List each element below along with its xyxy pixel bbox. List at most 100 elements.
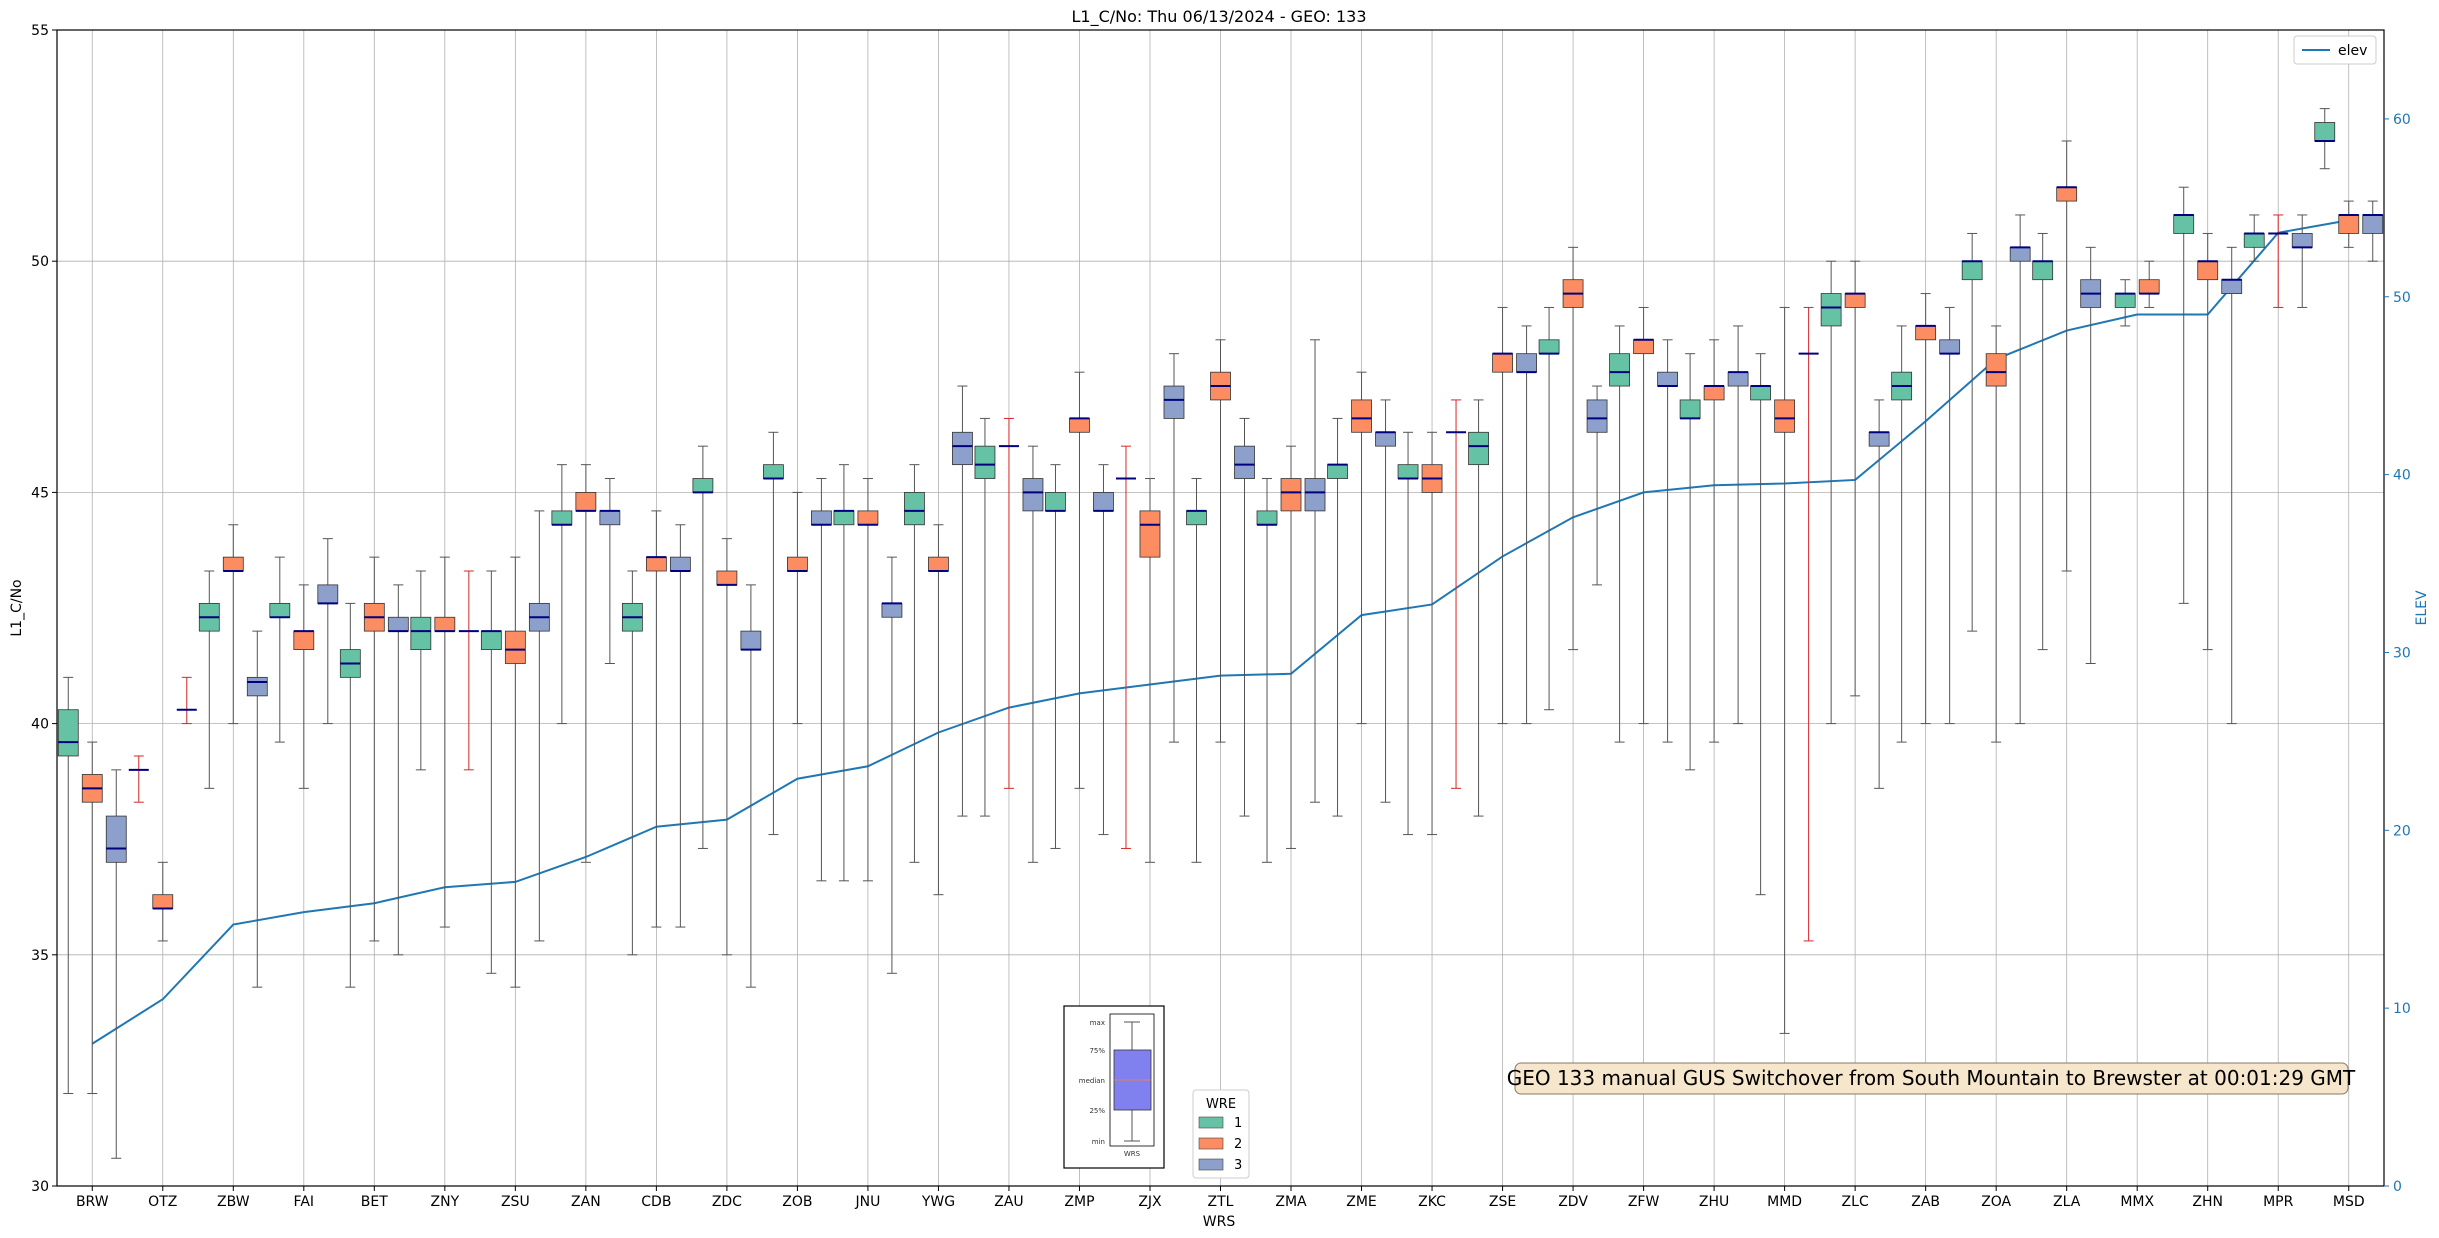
box-zse-wre1 xyxy=(1468,399,1489,817)
box-body xyxy=(480,630,502,651)
box-zoa-wre1 xyxy=(1961,232,1983,632)
box-mmx-wre1 xyxy=(2114,279,2136,327)
box-mpr-wre1 xyxy=(2243,214,2265,262)
x-tick-label: ZMP xyxy=(1064,1194,1094,1210)
inset-inner-frame xyxy=(1109,1013,1155,1147)
x-tick-label: ZKC xyxy=(1418,1194,1446,1210)
box-zab-wre2 xyxy=(1915,293,1937,725)
box-zoa-wre2 xyxy=(1985,325,2007,743)
box-zkc-wre3 xyxy=(1446,399,1467,789)
box-body xyxy=(952,431,973,466)
box-body xyxy=(1468,431,1489,466)
box-body xyxy=(269,602,291,618)
x-tick-label: MSD xyxy=(2333,1194,2365,1210)
inset-label-min: min xyxy=(1092,1138,1105,1146)
box-zob-wre3 xyxy=(811,478,832,882)
box-fai-wre2 xyxy=(293,584,315,789)
box-zbw-wre2 xyxy=(222,524,244,725)
box-zmp-wre2 xyxy=(1069,371,1090,789)
box-body xyxy=(1985,353,2007,387)
x-tick-label: ZFW xyxy=(1628,1194,1660,1210)
box-zla-wre3 xyxy=(2080,246,2102,664)
wre-legend: WRE 1 2 3 xyxy=(1192,1089,1250,1179)
x-tick-label: ZOA xyxy=(1981,1194,2011,1210)
box-body xyxy=(1586,399,1608,433)
box-zoa-wre3 xyxy=(2009,214,2031,725)
box-zfw-wre1 xyxy=(1609,325,1630,743)
x-tick-label: ZAU xyxy=(994,1194,1023,1210)
box-mpr-wre3 xyxy=(2291,214,2313,308)
x-tick-label: ZNY xyxy=(431,1194,460,1210)
box-zsu-wre3 xyxy=(528,510,550,942)
box-body xyxy=(833,510,855,526)
box-body xyxy=(2056,186,2078,202)
x-tick-label: MPR xyxy=(2263,1194,2294,1210)
y2-tick-label: 10 xyxy=(2393,1001,2411,1017)
box-zlc-wre2 xyxy=(1844,260,1866,697)
inset-label-median: median xyxy=(1079,1077,1105,1085)
inset-label-q1: 25% xyxy=(1089,1107,1105,1115)
box-zdv-wre2 xyxy=(1562,246,1584,651)
box-body xyxy=(504,630,526,664)
box-brw-wre3 xyxy=(105,769,127,1159)
box-msd-wre1 xyxy=(2314,108,2336,170)
box-body xyxy=(387,616,409,632)
elev-legend-box xyxy=(2293,35,2377,65)
x-tick-label: OTZ xyxy=(148,1194,177,1210)
box-body xyxy=(2243,233,2265,248)
box-zny-wre1 xyxy=(410,570,432,771)
y-tick-label: 40 xyxy=(31,717,49,733)
box-body xyxy=(1375,431,1396,447)
x-tick-label: JNU xyxy=(854,1194,880,1210)
box-jnu-wre1 xyxy=(833,464,855,882)
box-msd-wre2 xyxy=(2338,200,2360,248)
box-zse-wre3 xyxy=(1516,325,1537,725)
box-zma-wre3 xyxy=(1304,339,1326,803)
wre-legend-label-2: 2 xyxy=(1234,1137,1242,1152)
x-axis: BRW OTZ ZBW FAI BET ZNY ZSU ZAN CDB ZDC ZOB JNU YWG Z… xyxy=(76,1186,2365,1210)
y2-tick-label: 60 xyxy=(2393,112,2411,128)
box-cdb-wre3 xyxy=(669,524,691,928)
box-body xyxy=(105,815,127,863)
y2-tick-label: 20 xyxy=(2393,823,2411,839)
box-bet-wre3 xyxy=(387,584,409,956)
y-axis-label: L1_C/No xyxy=(9,579,25,636)
box-body xyxy=(1280,478,1302,512)
box-body xyxy=(2173,214,2195,234)
box-body xyxy=(669,556,691,572)
box-zme-wre2 xyxy=(1351,371,1372,725)
wre-legend-title: WRE xyxy=(1206,1097,1236,1112)
box-zla-wre1 xyxy=(2032,232,2054,651)
box-body xyxy=(1820,293,1842,327)
box-zla-wre2 xyxy=(2056,140,2078,572)
x-tick-label: MMX xyxy=(2120,1194,2154,1210)
box-body xyxy=(2032,260,2054,281)
box-body xyxy=(434,616,456,632)
box-zjx-wre1 xyxy=(1115,445,1136,849)
box-zmp-wre3 xyxy=(1093,464,1114,836)
box-cdb-wre1 xyxy=(621,570,643,956)
annotation-text: GEO 133 manual GUS Switchover from South… xyxy=(1507,1066,2356,1090)
wre-legend-box xyxy=(1192,1089,1250,1179)
box-body xyxy=(904,491,925,526)
box-zse-wre2 xyxy=(1492,306,1513,725)
elev-legend-label: elev xyxy=(2338,43,2367,59)
box-otz-wre2 xyxy=(128,755,149,803)
box-body xyxy=(1069,418,1090,433)
box-body xyxy=(1022,478,1044,512)
x-axis-label: WRS xyxy=(1203,1214,1236,1230)
box-mmx-wre2 xyxy=(2138,260,2160,308)
box-zau-wre3 xyxy=(1022,445,1044,863)
box-zny-wre2 xyxy=(434,556,456,928)
box-jnu-wre2 xyxy=(857,478,879,882)
x-tick-label: ZHU xyxy=(1699,1194,1729,1210)
box-zau-wre2 xyxy=(998,417,1019,789)
wre-legend-label-1: 1 xyxy=(1234,1116,1242,1131)
box-zfw-wre2 xyxy=(1633,306,1654,725)
box-body xyxy=(1492,353,1513,373)
box-zjx-wre3 xyxy=(1163,353,1185,743)
y2-tick-label: 40 xyxy=(2393,468,2411,484)
x-tick-label: ZOB xyxy=(782,1194,812,1210)
box-mpr-wre2 xyxy=(2268,214,2289,308)
